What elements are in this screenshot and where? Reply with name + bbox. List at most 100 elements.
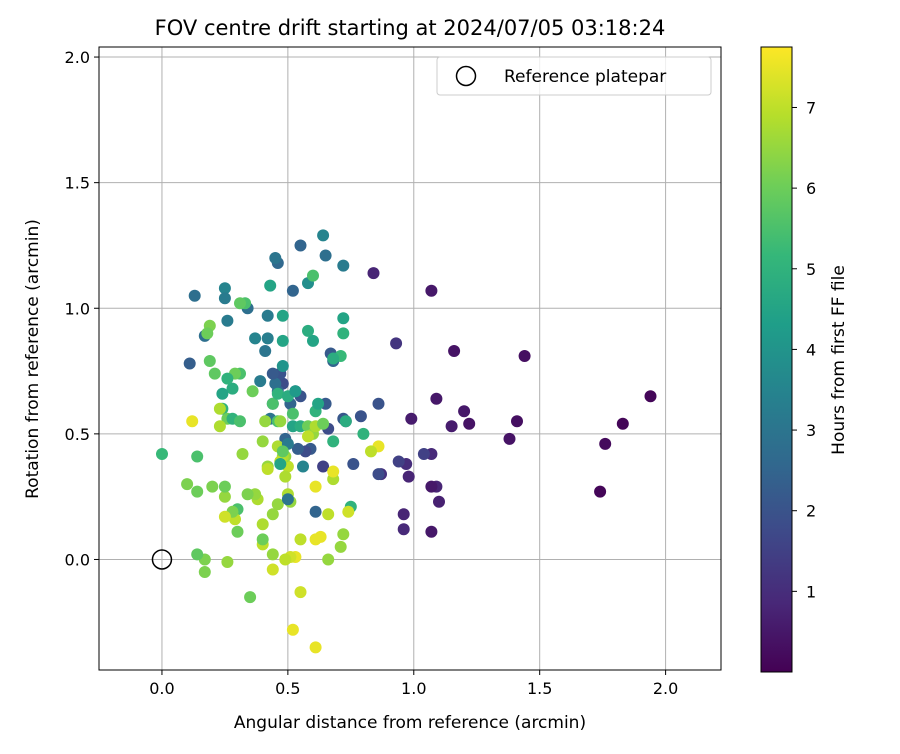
data-point xyxy=(244,591,257,604)
data-point xyxy=(327,465,340,478)
data-point xyxy=(463,417,476,430)
colorbar-gradient xyxy=(761,47,792,672)
data-point xyxy=(309,480,322,493)
reference-platepar-marker xyxy=(151,549,173,570)
data-point xyxy=(425,284,438,297)
data-point xyxy=(198,566,211,578)
data-point xyxy=(241,488,254,501)
data-point xyxy=(261,309,274,322)
plot-area xyxy=(99,47,721,670)
y-tick-label: 1.0 xyxy=(65,299,90,318)
data-point xyxy=(294,533,307,546)
data-point xyxy=(286,284,299,297)
data-point xyxy=(218,490,231,503)
x-tick-label: 1.0 xyxy=(401,679,426,698)
y-tick-label: 1.5 xyxy=(65,174,90,193)
data-point xyxy=(269,252,282,264)
data-point xyxy=(317,460,330,473)
data-point xyxy=(276,334,289,347)
data-point xyxy=(181,478,194,491)
data-point xyxy=(616,417,629,430)
data-point xyxy=(458,405,471,418)
data-point xyxy=(503,432,516,445)
data-point xyxy=(294,239,307,252)
data-point xyxy=(327,435,340,448)
colorbar-tick-label: 6 xyxy=(806,179,816,198)
data-point xyxy=(259,345,272,357)
data-point xyxy=(309,505,322,518)
x-tick-label: 1.5 xyxy=(527,679,552,698)
data-point xyxy=(445,420,458,433)
ticks-layer: 0.0 0.5 1.0 1.5 2.0 0.0 0.5 1.0 1.5 2.0 xyxy=(65,48,679,698)
data-point xyxy=(430,392,443,405)
data-point xyxy=(425,525,438,538)
data-point xyxy=(218,282,231,295)
y-axis-label: Rotation from reference (arcmin) xyxy=(23,219,43,499)
data-point xyxy=(276,309,289,322)
colorbar-tick-label: 7 xyxy=(806,98,816,117)
data-point xyxy=(191,548,204,561)
data-point xyxy=(337,259,350,272)
x-tick-label: 0.0 xyxy=(149,679,174,698)
colorbar-tick-label: 1 xyxy=(806,582,816,601)
data-point xyxy=(216,387,229,400)
legend-entry-reference: Reference platepar xyxy=(504,67,666,87)
data-point xyxy=(266,367,279,380)
data-point xyxy=(218,480,231,493)
data-point xyxy=(276,360,289,372)
data-point xyxy=(236,448,249,460)
data-point xyxy=(433,495,445,508)
data-point xyxy=(266,563,279,576)
data-point xyxy=(256,518,269,531)
data-point xyxy=(397,508,410,521)
data-point xyxy=(405,412,418,425)
data-point xyxy=(347,458,360,470)
data-point xyxy=(286,623,299,636)
data-point xyxy=(271,387,284,400)
chart-title: FOV centre drift starting at 2024/07/05 … xyxy=(155,16,666,40)
data-point xyxy=(186,415,199,428)
data-point xyxy=(266,508,279,521)
data-point xyxy=(309,533,322,546)
data-point xyxy=(337,327,350,340)
data-point xyxy=(279,553,292,566)
data-point xyxy=(518,350,531,362)
data-point xyxy=(276,445,289,458)
data-point xyxy=(218,510,231,523)
data-point xyxy=(183,357,196,370)
data-point xyxy=(264,279,277,292)
data-point xyxy=(319,249,332,262)
data-point xyxy=(392,455,405,468)
data-point xyxy=(644,390,657,403)
x-tick-label: 2.0 xyxy=(653,679,678,698)
data-point xyxy=(390,337,403,350)
data-point xyxy=(309,641,322,654)
data-point xyxy=(367,267,380,280)
data-point xyxy=(191,450,204,463)
data-point xyxy=(221,556,234,568)
data-point xyxy=(213,402,226,415)
data-points-layer xyxy=(156,229,657,654)
data-point xyxy=(357,427,370,440)
data-point xyxy=(234,297,246,310)
y-tick-label: 0.0 xyxy=(65,550,90,569)
legend-box xyxy=(436,56,712,96)
colorbar-frame xyxy=(760,46,793,673)
data-point xyxy=(337,528,350,541)
data-point xyxy=(307,269,319,282)
data-point xyxy=(256,533,269,546)
data-point xyxy=(372,468,385,481)
data-point xyxy=(317,229,330,242)
data-point xyxy=(354,410,367,423)
data-point xyxy=(249,332,262,345)
data-point xyxy=(269,377,282,390)
data-point xyxy=(271,498,284,511)
data-point xyxy=(417,448,430,460)
x-tick-label: 0.5 xyxy=(275,679,300,698)
data-point xyxy=(226,382,239,395)
data-point xyxy=(213,420,226,433)
y-tick-label: 0.5 xyxy=(65,425,90,444)
data-point xyxy=(266,548,279,561)
